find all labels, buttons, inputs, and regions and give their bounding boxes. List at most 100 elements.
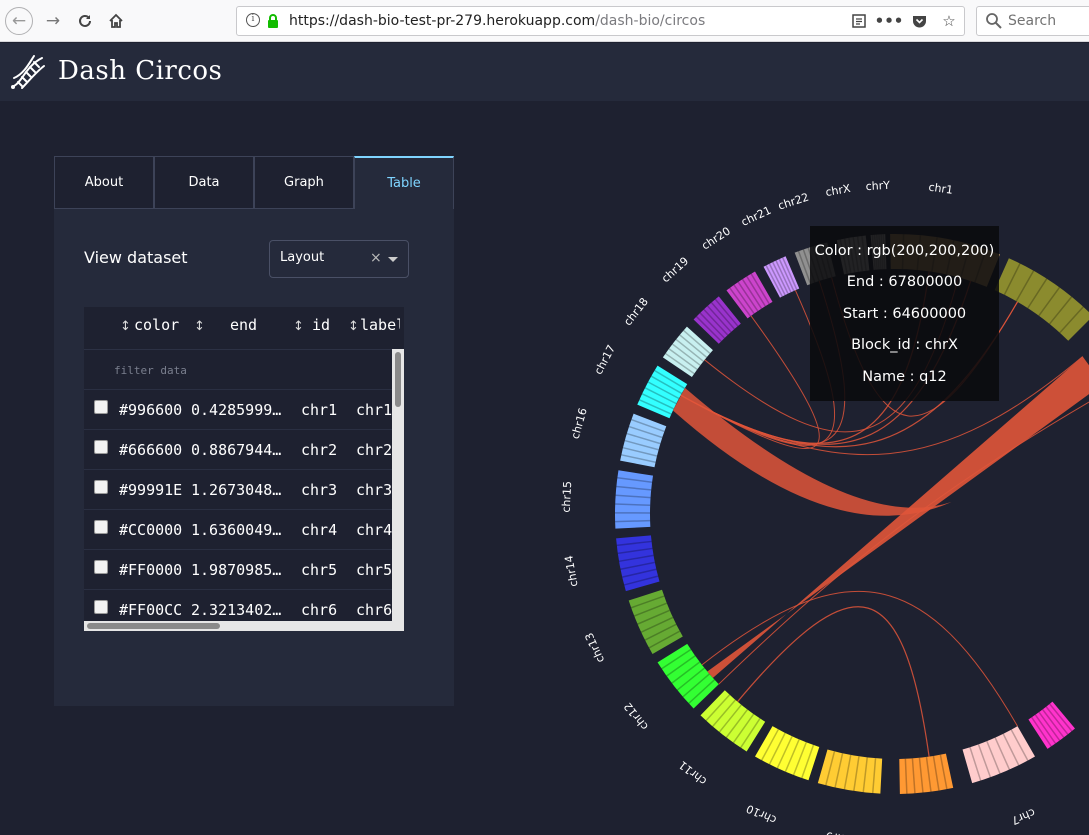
chromosome-label: chr16 (569, 406, 590, 440)
cytoband (688, 679, 716, 704)
chord-link[interactable] (701, 591, 1018, 727)
back-icon[interactable]: ← (5, 7, 33, 35)
chromosome-chr9[interactable] (817, 749, 883, 794)
chromosome-chr18[interactable] (662, 326, 713, 377)
chromosome-label: chr21 (739, 204, 773, 229)
chromosome-chr13[interactable] (628, 589, 683, 654)
chromosome-chr6[interactable] (1028, 701, 1075, 749)
column-header-id[interactable]: id (312, 316, 331, 334)
search-bar[interactable]: Search (976, 6, 1089, 36)
cytoband (969, 747, 982, 781)
control-panel: About Data Graph Table View dataset Layo… (54, 156, 454, 706)
cytoband (740, 718, 761, 749)
url-text: https://dash-bio-test-pr-279.herokuapp.c… (289, 13, 706, 29)
chromosome-chr7[interactable] (962, 726, 1035, 784)
cytoband (1049, 296, 1073, 325)
dataset-dropdown[interactable]: Layout × (269, 240, 409, 278)
forward-icon[interactable]: → (45, 11, 61, 31)
row-checkbox[interactable] (94, 440, 108, 454)
cell-id: chr2 (301, 441, 338, 459)
cytoband (768, 732, 786, 765)
chord-ribbon[interactable] (672, 387, 952, 516)
sort-icon[interactable]: ↕ (293, 319, 304, 334)
tab-data[interactable]: Data (154, 156, 254, 209)
chromosome-chr8[interactable] (899, 753, 954, 794)
cytoband (737, 281, 759, 312)
chevron-down-icon[interactable] (388, 257, 398, 262)
chromosome-chr2[interactable] (994, 258, 1089, 341)
tab-table[interactable]: Table (354, 156, 454, 209)
cell-color: #666600 (119, 441, 183, 459)
sort-icon[interactable]: ↕ (194, 319, 205, 334)
cytoband (623, 575, 659, 586)
cytoband (615, 503, 651, 507)
chromosome-chr19[interactable] (693, 296, 741, 344)
home-icon[interactable] (103, 8, 129, 34)
chromosome-label: chr15 (560, 481, 575, 513)
chord-ribbon[interactable] (707, 356, 1089, 678)
cytoband (676, 667, 705, 691)
row-checkbox[interactable] (94, 400, 108, 414)
circos-graph[interactable]: chr1chrYchrXchr22chr21chr20chr19chr18chr… (470, 101, 1089, 835)
site-info-icon[interactable]: i (246, 13, 260, 27)
bookmark-star-icon[interactable]: ☆ (942, 12, 956, 30)
cytoband (1003, 263, 1021, 296)
cell-end: 0.4285999… (191, 401, 282, 419)
sort-icon[interactable]: ↕ (120, 319, 131, 334)
chord-link[interactable] (680, 356, 1084, 456)
scrollbar-thumb[interactable] (395, 352, 401, 407)
chromosome-chr17[interactable] (637, 365, 688, 419)
cytoband (640, 616, 674, 633)
row-checkbox[interactable] (94, 520, 108, 534)
pocket-icon[interactable] (904, 14, 934, 28)
cell-color: #FF00CC (119, 601, 183, 619)
tab-graph[interactable]: Graph (254, 156, 354, 209)
cell-label: chr3 (356, 481, 392, 499)
column-header-end[interactable]: end (230, 316, 258, 334)
filter-row: filter data... (84, 349, 394, 389)
chromosome-chr20[interactable] (726, 271, 773, 319)
reader-view-icon[interactable] (844, 14, 874, 28)
row-checkbox[interactable] (94, 480, 108, 494)
cytoband (977, 744, 992, 778)
chromosome-chr11[interactable] (700, 690, 766, 752)
cytoband (760, 729, 779, 761)
cytoband (665, 352, 695, 375)
chromosome-chr10[interactable] (755, 726, 820, 781)
chromosome-chr14[interactable] (616, 535, 660, 592)
dna-logo-icon (11, 55, 45, 89)
cytoband (654, 369, 686, 390)
chromosome-chr16[interactable] (620, 413, 667, 468)
cytoband (703, 308, 729, 336)
clear-icon[interactable]: × (370, 250, 382, 266)
cytoband (1059, 306, 1084, 334)
row-checkbox[interactable] (94, 600, 108, 614)
table-row: #FF00CC 2.3213402… chr6 chr6 (84, 589, 394, 629)
tab-about[interactable]: About (54, 156, 154, 209)
tooltip-end: End : 67800000 (846, 274, 963, 290)
cytoband (705, 694, 731, 722)
cytoband (1049, 703, 1073, 732)
cytoband (939, 754, 948, 790)
column-header-label[interactable]: label (360, 316, 400, 334)
chromosome-chr12[interactable] (657, 643, 719, 709)
chromosome-chr21[interactable] (763, 256, 800, 298)
row-checkbox[interactable] (94, 560, 108, 574)
cytoband (776, 736, 793, 769)
chromosome-label: chr10 (744, 802, 778, 827)
cytoband (986, 740, 1001, 774)
scrollbar-thumb[interactable] (87, 623, 220, 629)
cytoband (714, 298, 739, 327)
chord-link[interactable] (680, 315, 820, 450)
filter-input[interactable]: filter data... (114, 364, 189, 377)
reload-icon[interactable] (72, 8, 98, 34)
chromosome-chr15[interactable] (615, 470, 654, 529)
sort-icon[interactable]: ↕ (348, 319, 359, 334)
horizontal-scrollbar[interactable] (84, 621, 404, 631)
chord-link[interactable] (718, 392, 1089, 685)
column-header-color[interactable]: color (134, 316, 180, 334)
vertical-scrollbar[interactable] (392, 349, 404, 621)
url-bar[interactable]: i https://dash-bio-test-pr-279.herokuapp… (236, 6, 965, 36)
chord-link[interactable] (737, 606, 930, 757)
page-actions-icon[interactable]: ••• (874, 12, 904, 30)
